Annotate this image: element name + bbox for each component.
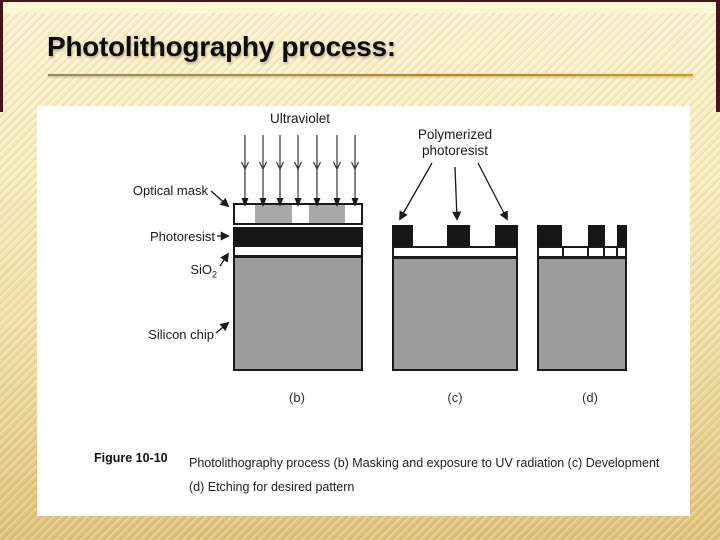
panel-d-etching <box>537 225 627 371</box>
polymerized-resist-block <box>588 225 605 246</box>
photoresist-layer <box>233 227 363 245</box>
label-polymerized-line2: photoresist <box>421 142 489 158</box>
polymerized-resist-block <box>617 225 627 246</box>
slide-left-accent <box>0 0 3 112</box>
uv-ray-icon <box>258 134 268 208</box>
uv-ray-icon <box>240 134 250 208</box>
figure-image: Ultraviolet Polymerized photoresist Opti… <box>37 106 690 516</box>
uv-rays <box>240 134 360 208</box>
optical-mask-arrow <box>210 190 230 208</box>
polymerized-resist-block <box>392 225 413 246</box>
uv-ray-icon <box>293 134 303 208</box>
etch-divider <box>603 248 605 256</box>
silicon-chip-arrow <box>215 321 230 334</box>
figure-caption-line2: (d) Etching for desired pattern <box>189 480 355 494</box>
label-silicon-chip: Silicon chip <box>148 327 214 342</box>
polymerized-arrow-middle <box>452 166 462 221</box>
panel-label-c: (c) <box>447 390 463 405</box>
panel-label-b: (b) <box>289 390 305 405</box>
sio2-arrow <box>219 252 230 267</box>
mask-opaque-segment <box>309 205 345 223</box>
uv-ray-icon <box>275 134 285 208</box>
silicon-chip-block <box>537 257 627 371</box>
label-sio2-base: SiO <box>190 262 212 277</box>
etch-divider <box>562 248 564 256</box>
title-underline <box>48 74 693 76</box>
label-ultraviolet: Ultraviolet <box>269 111 331 126</box>
label-optical-mask: Optical mask <box>132 183 208 198</box>
figure-caption-line1: Photolithography process (b) Masking and… <box>189 456 660 470</box>
top-band <box>0 0 720 13</box>
silicon-chip-block <box>392 257 518 371</box>
label-polymerized-line1: Polymerized <box>417 127 493 142</box>
polymerized-arrow-right <box>477 162 508 221</box>
label-sio2-subscript: 2 <box>211 269 217 280</box>
uv-ray-icon <box>332 134 342 208</box>
etch-divider <box>587 248 589 256</box>
polymerized-arrow-left <box>399 162 433 221</box>
panel-label-d: (d) <box>582 390 598 405</box>
panel-c-development <box>392 225 518 371</box>
uv-ray-icon <box>312 134 322 208</box>
panel-b-masking-exposure <box>233 203 363 371</box>
uv-ray-icon <box>350 134 360 208</box>
label-photoresist: Photoresist <box>149 229 215 244</box>
polymerized-resist-block <box>495 225 518 246</box>
silicon-chip-block <box>233 256 363 371</box>
slide-title: Photolithography process: <box>47 31 396 62</box>
etch-divider <box>616 248 618 256</box>
slide-right-accent <box>716 0 720 112</box>
mask-opaque-segment <box>255 205 292 223</box>
polymerized-resist-block <box>537 225 562 246</box>
optical-mask-layer <box>233 203 363 225</box>
polymerized-resist-block <box>447 225 470 246</box>
label-sio2: SiO2 <box>190 262 217 280</box>
slide-top-border <box>0 0 720 2</box>
figure-caption: Photolithography process (b) Masking and… <box>189 451 679 499</box>
label-polymerized-photoresist: Polymerized photoresist <box>418 127 492 159</box>
figure-number: Figure 10-10 <box>94 451 168 465</box>
